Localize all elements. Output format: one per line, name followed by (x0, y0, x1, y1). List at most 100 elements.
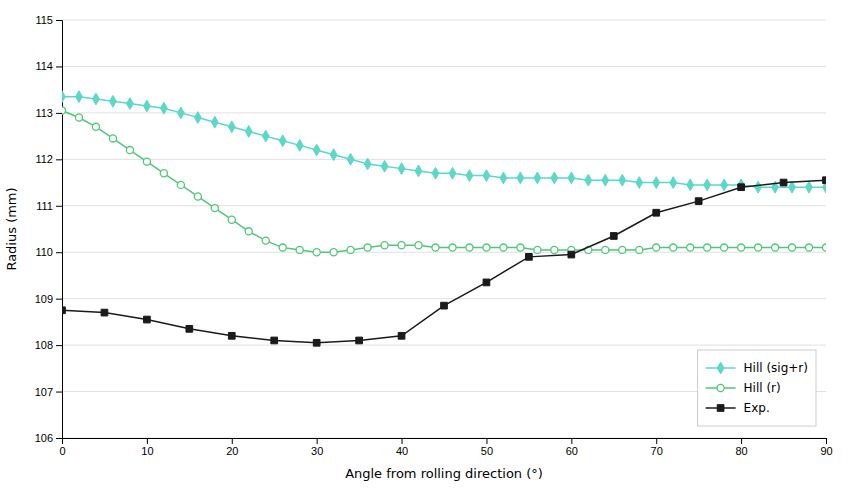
axis-line (56, 21, 63, 439)
grid-line (62, 112, 826, 113)
marker (585, 174, 592, 186)
marker (144, 316, 151, 323)
marker (279, 244, 286, 251)
marker (721, 244, 728, 251)
tick-mark (826, 438, 827, 444)
marker (262, 130, 269, 142)
tick: 114 (35, 60, 62, 72)
marker (62, 91, 65, 103)
legend-item: Hill (r) (706, 381, 781, 395)
marker (534, 172, 541, 184)
grid-line (62, 345, 826, 346)
marker (653, 177, 660, 189)
marker (347, 153, 354, 165)
marker (186, 326, 193, 333)
marker (381, 242, 388, 249)
tick-mark (56, 66, 62, 67)
marker (568, 172, 575, 184)
marker (296, 246, 303, 253)
marker (653, 209, 660, 216)
marker (806, 181, 813, 193)
tick-label: 114 (35, 60, 53, 72)
marker (517, 244, 524, 251)
legend-label: Hill (r) (744, 381, 781, 395)
marker (262, 237, 269, 244)
tick: 60 (566, 438, 578, 457)
tick-mark (571, 438, 572, 444)
marker (330, 249, 337, 256)
marker (381, 160, 388, 172)
marker (441, 302, 448, 309)
marker (356, 337, 363, 344)
tick-mark (56, 20, 62, 21)
tick: 10 (141, 438, 153, 457)
tick-mark (56, 206, 62, 207)
marker (695, 198, 702, 205)
marker (228, 121, 235, 133)
tick-mark (56, 113, 62, 114)
marker (62, 107, 66, 114)
marker (211, 116, 218, 128)
marker (398, 242, 405, 249)
marker (670, 177, 677, 189)
tick-label: 113 (35, 107, 53, 119)
marker (364, 158, 371, 170)
marker (788, 244, 795, 251)
marker (160, 170, 167, 177)
marker (517, 172, 524, 184)
tick-label: 108 (35, 339, 53, 351)
tick: 112 (35, 153, 62, 165)
marker (364, 244, 371, 251)
tick-label: 111 (36, 200, 53, 212)
marker (771, 244, 778, 251)
marker (432, 244, 439, 251)
marker (500, 172, 507, 184)
marker (93, 93, 100, 105)
legend-marker (717, 362, 724, 374)
tick: 20 (226, 438, 238, 457)
marker (398, 332, 405, 339)
marker (823, 177, 826, 184)
marker (568, 251, 575, 258)
tick-label: 70 (651, 445, 663, 457)
tick-mark (317, 438, 318, 444)
tick-mark (56, 299, 62, 300)
tick-mark (147, 438, 148, 444)
marker (738, 184, 745, 191)
marker (687, 179, 694, 191)
tick-mark (486, 438, 487, 444)
tick: 90 (820, 438, 832, 457)
tick: 113 (35, 107, 62, 119)
legend-marker (717, 384, 724, 391)
grid-line (62, 252, 826, 253)
marker (780, 179, 787, 186)
line (62, 111, 826, 253)
grid-line (62, 298, 826, 299)
tick: 111 (36, 200, 62, 212)
tick-mark (741, 438, 742, 444)
series (62, 177, 826, 346)
tick: 40 (396, 438, 408, 457)
marker (211, 205, 218, 212)
marker (670, 244, 677, 251)
marker (228, 332, 235, 339)
marker (76, 91, 83, 103)
tick: 110 (35, 246, 62, 258)
marker (822, 244, 826, 251)
marker (619, 174, 626, 186)
chart: 0102030405060708090106107108109110111112… (0, 0, 851, 490)
marker (755, 181, 762, 193)
line (62, 97, 826, 188)
marker (271, 337, 278, 344)
tick-label: 115 (35, 14, 53, 26)
marker (143, 158, 150, 165)
tick-label: 107 (35, 386, 53, 398)
marker (610, 233, 617, 240)
tick: 80 (735, 438, 747, 457)
legend-item: Exp. (706, 401, 770, 415)
marker (313, 144, 320, 156)
marker (466, 244, 473, 251)
marker (449, 244, 456, 251)
marker (194, 112, 201, 124)
marker (636, 246, 643, 253)
